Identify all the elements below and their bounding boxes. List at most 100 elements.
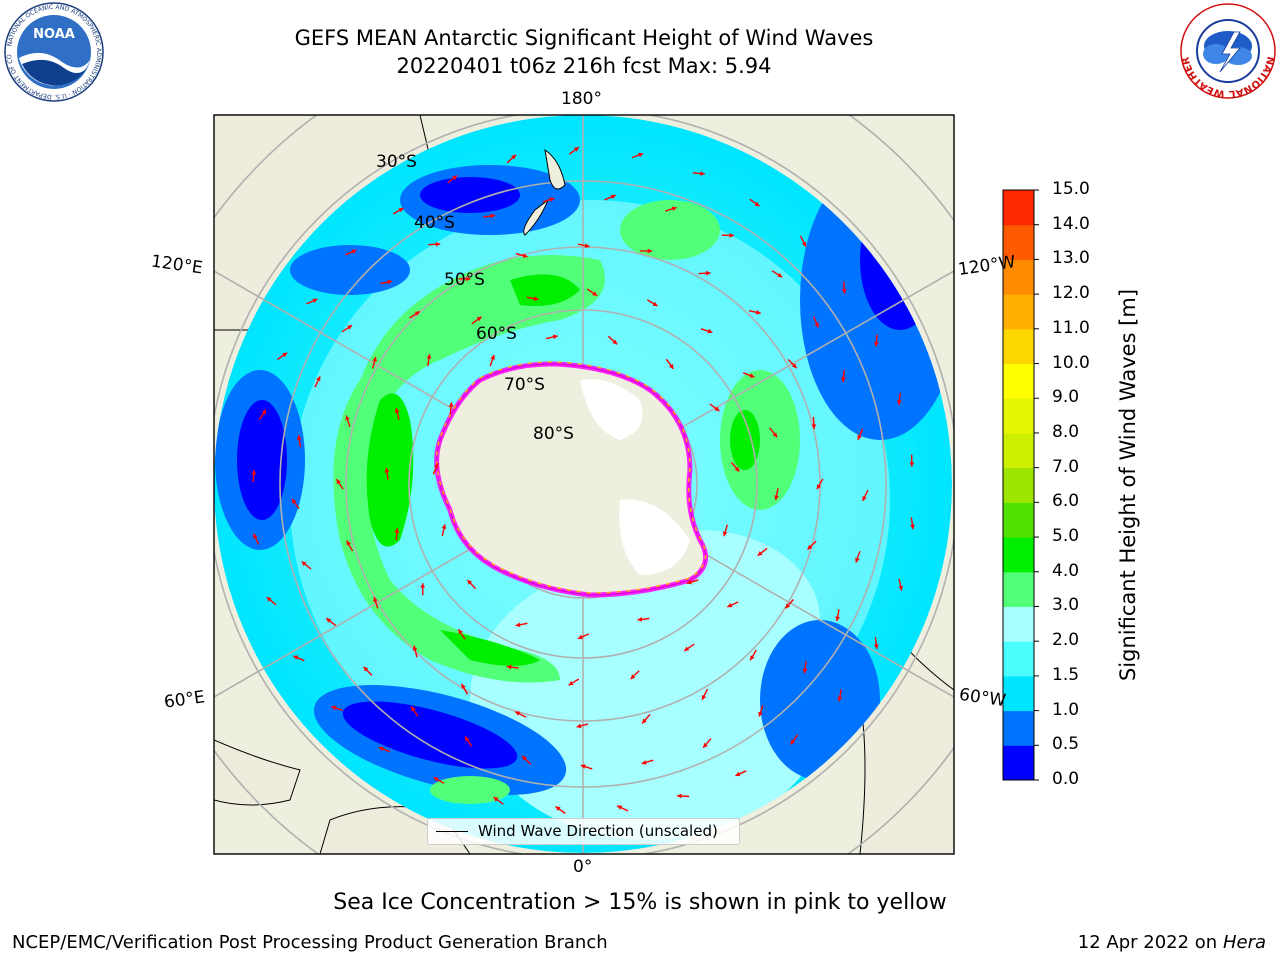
wind-wave-arrowhead — [253, 533, 258, 539]
colorbar-tick-label: 1.5 — [1052, 664, 1080, 685]
colorbar — [1002, 189, 1039, 781]
colorbar-label: Significant Height of Wind Waves [m] — [1116, 288, 1140, 682]
wind-wave-arrowhead — [630, 674, 636, 680]
wind-wave-arrowhead — [757, 551, 763, 556]
wind-wave-arrowhead — [637, 617, 643, 622]
wind-wave-arrowhead — [420, 583, 426, 588]
colorbar-segment — [1003, 259, 1034, 295]
date-text: 12 Apr 2022 on Hera — [1078, 932, 1266, 953]
wind-wave-arrowhead — [414, 311, 420, 316]
wind-wave-arrowhead — [461, 683, 466, 689]
date-value: 12 Apr 2022 on — [1077, 932, 1218, 953]
wind-wave-arrowhead — [441, 524, 447, 530]
svg-text:NOAA: NOAA — [33, 27, 75, 42]
colorbar-segment — [1003, 224, 1034, 260]
wind-wave-arrowhead — [668, 363, 674, 369]
wind-wave-arrowhead — [251, 470, 257, 475]
wind-wave-arrowhead — [506, 664, 512, 670]
wind-wave-arrowhead — [841, 289, 847, 294]
wind-wave-arrowhead — [336, 479, 341, 485]
wind-wave-arrowhead — [754, 201, 760, 207]
wind-wave-arrowhead — [331, 705, 337, 711]
colorbar-tick-label: 7.0 — [1052, 456, 1080, 477]
wind-wave-arrowhead — [522, 253, 528, 258]
wind-wave-arrowhead — [573, 147, 579, 152]
wind-wave-arrowhead — [897, 400, 902, 405]
wind-wave-arrowhead — [758, 711, 763, 717]
wind-wave-arrowhead — [874, 341, 879, 347]
wind-wave-arrowhead — [734, 466, 740, 472]
wind-wave-arrowhead — [706, 270, 711, 276]
colorbar-tick-label: 15.0 — [1052, 179, 1090, 199]
lat-label-70s: 70°S — [504, 375, 545, 395]
wind-wave-arrowhead — [448, 402, 454, 407]
wind-wave-arrowhead — [641, 760, 647, 765]
wind-wave-arrowhead — [466, 276, 471, 282]
colorbar-tick-label: 4.0 — [1052, 560, 1080, 581]
wind-wave-arrowhead — [714, 406, 720, 412]
wind-wave-arrowhead — [316, 376, 321, 382]
colorbar-tick-label: 10.0 — [1052, 352, 1090, 373]
wind-wave-arrowhead — [835, 616, 840, 622]
wind-wave-arrowhead — [347, 325, 353, 330]
wind-wave-arrowhead — [351, 249, 357, 254]
wind-wave-arrowhead — [807, 544, 813, 550]
colorbar-tick-label: 3.0 — [1052, 595, 1080, 616]
plot-title: GEFS MEAN Antarctic Significant Height o… — [294, 26, 874, 50]
colorbar-tick-label: 1.0 — [1052, 699, 1080, 720]
colorbar-segment — [1003, 467, 1034, 503]
wind-wave-arrows — [251, 146, 915, 815]
wind-wave-arrowhead — [802, 668, 808, 674]
colorbar-segment — [1003, 190, 1034, 226]
wind-wave-arrowhead — [476, 316, 482, 322]
wind-wave-arrowhead — [729, 233, 734, 238]
wind-wave-arrowhead — [801, 241, 807, 247]
colorbar-segment — [1003, 710, 1034, 746]
colorbar-segment — [1003, 675, 1034, 712]
wind-wave-arrowhead — [493, 797, 499, 802]
colorbar-segment — [1003, 745, 1034, 781]
colorbar-tick-label: 13.0 — [1052, 248, 1090, 269]
wind-wave-arrowhead — [568, 680, 574, 686]
wind-wave-arrowhead — [363, 666, 369, 672]
wind-wave-arrowhead — [617, 805, 623, 810]
wind-wave-arrowhead — [610, 194, 616, 200]
wind-wave-arrowhead — [592, 291, 598, 296]
wind-wave-arrowhead — [533, 296, 539, 301]
wind-wave-arrowhead — [584, 243, 590, 248]
machine-name: Hera — [1222, 932, 1266, 953]
wind-wave-arrowhead — [398, 208, 404, 213]
wind-wave-arrowhead — [722, 531, 728, 537]
colorbar-segment — [1003, 363, 1034, 399]
wind-wave-arrowhead — [384, 467, 390, 473]
wind-wave-arrowhead — [701, 694, 707, 700]
wind-wave-arrowhead — [555, 806, 561, 811]
wind-wave-arrowhead — [862, 496, 867, 501]
colorbar-segment — [1003, 537, 1034, 573]
map-field — [214, 115, 954, 854]
wind-wave-arrowhead — [576, 723, 582, 729]
credit-text: NCEP/EMC/Verification Post Processing Pr… — [12, 932, 608, 953]
wind-wave-arrowhead — [282, 352, 288, 358]
lon-label-180: 180° — [561, 89, 602, 109]
wind-wave-arrowhead — [811, 424, 817, 429]
wind-wave-arrowhead — [580, 764, 586, 769]
wind-wave-arrowhead — [684, 646, 690, 651]
wind-wave-arrowhead — [873, 644, 879, 649]
wind-wave-arrowhead — [515, 711, 521, 716]
wind-wave-arrowhead — [411, 706, 416, 712]
wind-wave-arrowhead — [909, 462, 915, 467]
wind-wave-arrowhead — [549, 197, 555, 202]
sea-ice-note: Sea Ice Concentration > 15% is shown in … — [333, 890, 947, 915]
wind-wave-arrowhead — [750, 655, 755, 661]
colorbar-segment — [1003, 641, 1034, 677]
plot-subtitle: 20220401 t06z 216h fcst Max: 5.94 — [396, 54, 772, 78]
colorbar-tick-label: 0.5 — [1052, 734, 1080, 755]
wind-wave-arrowhead — [394, 408, 400, 413]
colorbar-tick-label: 8.0 — [1052, 421, 1080, 442]
map-frame — [213, 114, 955, 855]
wind-wave-arrowhead — [898, 585, 903, 591]
wind-wave-arrowhead — [511, 154, 516, 160]
colorbar-segment — [1003, 398, 1034, 434]
